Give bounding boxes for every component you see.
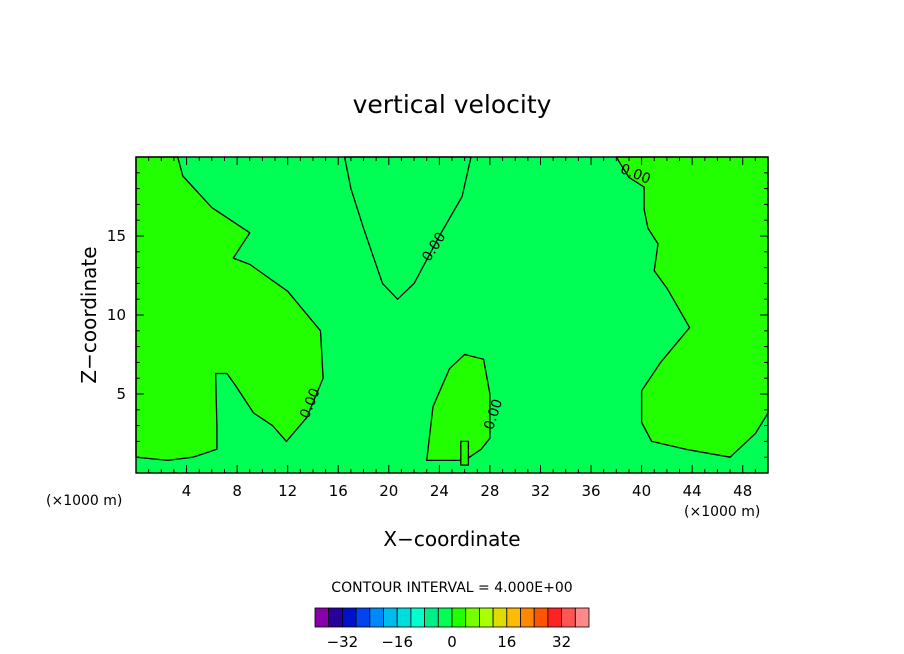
x-tick-label: 12 [278,482,297,500]
y-axis-ticks: 5 10 15 [107,172,768,458]
colorbar-swatch [561,607,576,628]
colorbar-swatch [574,607,590,628]
colorbar-swatch [424,607,439,628]
y-tick-label: 5 [116,385,126,403]
colorbar-swatch [328,607,343,628]
x-tick-label: 4 [182,482,192,500]
colorbar-swatch [506,607,521,628]
colorbar-swatch [437,607,453,628]
contour-region-tiny-peak [460,440,470,466]
x-tick-label: 24 [430,482,449,500]
colorbar-swatch [492,607,508,628]
x-tick-label: 16 [329,482,348,500]
colorbar-swatch [451,607,467,628]
x-axis-label: X−coordinate [383,527,520,551]
colorbar-tick-label: 16 [497,633,516,651]
x-tick-label: 48 [733,482,752,500]
plot-area: 0.000.000.000.00 [135,156,769,474]
contour-regions [135,156,769,466]
colorbar-swatch [355,607,371,628]
x-tick-label: 44 [683,482,702,500]
contour-region-right-positive [615,156,769,458]
colorbar-swatch [410,607,425,628]
contour-interval-text: CONTOUR INTERVAL = 4.000E+00 [331,580,572,596]
x-tick-label: 8 [232,482,242,500]
colorbar-swatch [465,607,480,628]
x-axis-ticks: 4 8 12 16 20 24 28 32 36 40 44 48 [148,157,756,500]
x-tick-label: 20 [379,482,398,500]
contour-region-center-bottom-positive [426,353,491,462]
colorbar-tick-label: 0 [447,633,457,651]
y-tick-label: 10 [107,306,126,324]
colorbar [314,607,590,628]
x-unit-label-left: (×1000 m) [46,493,122,509]
colorbar-swatch [478,607,494,628]
colorbar-swatch [383,607,398,628]
x-tick-label: 36 [581,482,600,500]
colorbar-swatch [533,607,549,628]
x-tick-label: 40 [632,482,651,500]
y-axis-label: Z−coordinate [77,246,101,383]
contour-region-center-top-negative [343,156,472,300]
colorbar-swatch [369,607,384,628]
chart-title: vertical velocity [353,90,552,119]
contour-region-left-positive [135,156,324,462]
y-tick-label: 15 [107,227,126,245]
x-tick-label: 32 [531,482,550,500]
colorbar-ticks: −32 −16 0 16 32 [327,633,572,651]
colorbar-swatch [547,607,563,628]
colorbar-tick-label: −16 [381,633,413,651]
colorbar-swatch [396,607,412,628]
colorbar-swatch [314,607,330,628]
colorbar-tick-label: −32 [327,633,359,651]
x-unit-label-right: (×1000 m) [684,504,760,520]
colorbar-swatch [520,607,535,628]
colorbar-tick-label: 32 [552,633,571,651]
x-tick-label: 28 [480,482,499,500]
colorbar-swatch [341,607,357,628]
